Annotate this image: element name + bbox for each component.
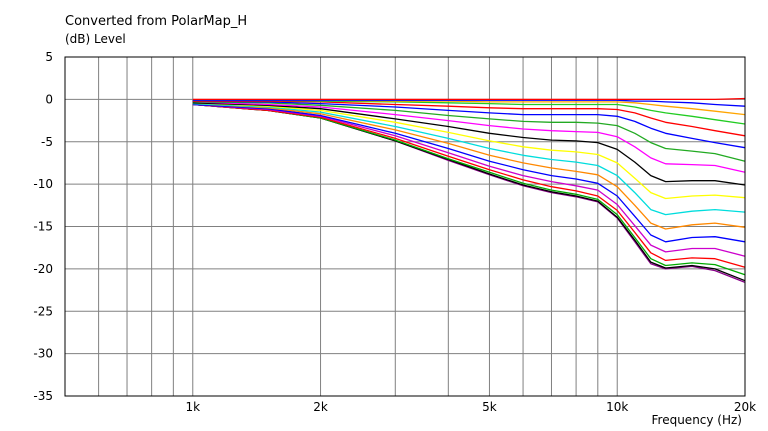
series-line — [192, 103, 746, 257]
y-tick-label: -25 — [33, 304, 53, 318]
y-tick-label: -35 — [33, 389, 53, 403]
series-line — [192, 103, 746, 284]
x-tick-label: 1k — [185, 400, 200, 414]
series-line — [192, 99, 746, 107]
chart-title: Converted from PolarMap_H — [65, 14, 247, 29]
y-tick-label: -30 — [33, 347, 53, 361]
series-line — [192, 102, 746, 186]
y-tick-label: 0 — [45, 92, 53, 106]
series-line — [192, 102, 746, 230]
series-line — [192, 97, 746, 101]
x-tick-label: 20k — [734, 400, 756, 414]
y-axis-label: (dB) Level — [65, 32, 126, 46]
series-line — [192, 103, 746, 268]
plot-frame — [64, 56, 746, 397]
y-tick-label: -15 — [33, 220, 53, 234]
x-tick-label: 5k — [482, 400, 497, 414]
series-line — [192, 103, 746, 276]
y-tick-labels: 5 0 -5 -10 -15 -20 -25 -30 -35 — [33, 50, 53, 403]
series-line — [192, 99, 746, 125]
series-line — [192, 102, 746, 200]
series-line — [192, 101, 746, 162]
series-line — [192, 103, 746, 282]
y-tick-label: -10 — [33, 177, 53, 191]
series-lines — [192, 97, 746, 284]
y-tick-label: 5 — [45, 50, 53, 64]
series-line — [192, 101, 746, 173]
y-tick-label: -5 — [41, 135, 53, 149]
x-axis-label: Frequency (Hz) — [652, 413, 743, 427]
x-tick-label: 2k — [313, 400, 328, 414]
x-tick-label: 10k — [606, 400, 628, 414]
series-line — [192, 100, 746, 137]
series-line — [192, 102, 746, 216]
series-line — [192, 100, 746, 149]
y-tick-label: -20 — [33, 262, 53, 276]
x-tick-labels: 1k 2k 5k 10k 20k — [185, 400, 756, 414]
series-line — [192, 103, 746, 243]
